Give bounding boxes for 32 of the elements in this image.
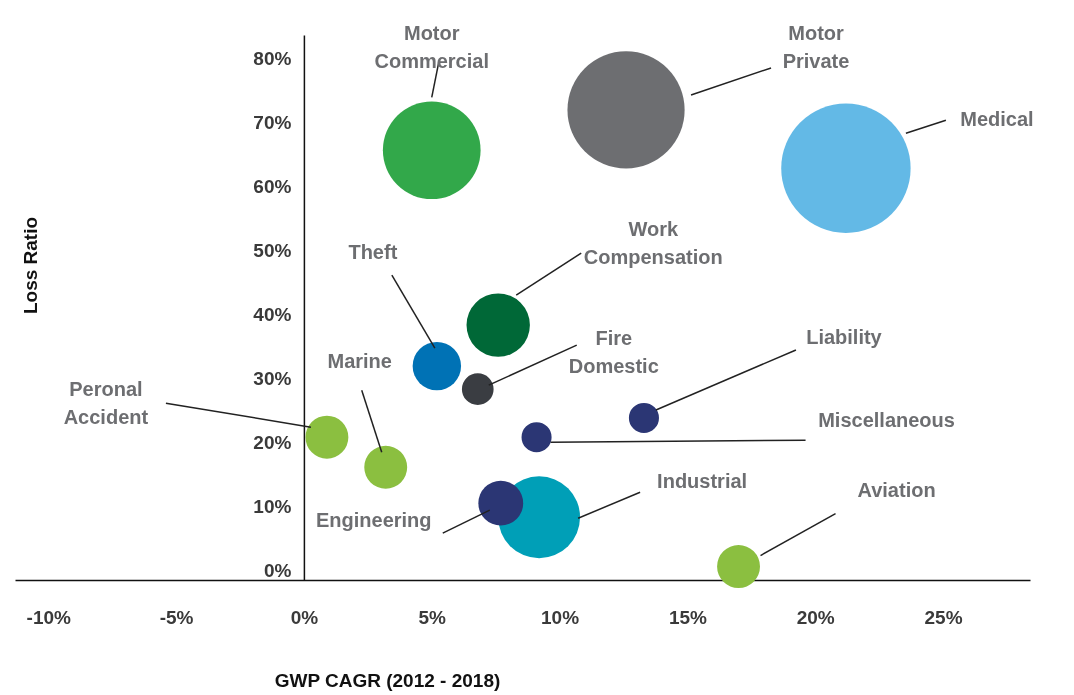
x-tick-label: 15% xyxy=(668,606,708,628)
y-axis-title: Loss Ratio xyxy=(19,216,41,315)
text: Miscellaneous xyxy=(818,409,955,432)
text: Medical xyxy=(960,108,1034,131)
y-tick-label: 30% xyxy=(253,367,292,389)
x-tick-label: 25% xyxy=(924,606,963,628)
text: Work Compensation xyxy=(583,218,723,269)
x-tick-label: 20% xyxy=(796,606,835,628)
y-tick-label: 60% xyxy=(253,175,292,197)
text: Marine xyxy=(327,350,392,373)
x-tick-label: 5% xyxy=(418,606,447,628)
y-tick-label: 20% xyxy=(253,431,292,453)
y-tick-label: 50% xyxy=(253,239,292,261)
y-tick-label: 0% xyxy=(263,559,292,581)
text: Motor Commercial xyxy=(374,22,489,73)
text: Theft xyxy=(348,241,398,264)
text: Fire Domestic xyxy=(568,327,659,378)
x-tick-label: -10% xyxy=(26,606,72,628)
y-tick-label: 40% xyxy=(253,303,292,325)
text: Aviation xyxy=(857,478,936,501)
y-tick-label: 80% xyxy=(253,47,292,69)
text: Motor Private xyxy=(782,21,850,72)
y-tick-label: 70% xyxy=(253,111,292,133)
y-tick-label: 10% xyxy=(253,495,292,517)
text: Peronal Accident xyxy=(63,378,149,429)
x-tick-label: -5% xyxy=(159,606,194,628)
text: Engineering xyxy=(315,509,432,532)
x-axis-title: GWP CAGR (2012 - 2018) xyxy=(274,669,501,691)
text: Industrial xyxy=(657,470,748,493)
x-tick-label: 10% xyxy=(541,606,580,628)
x-tick-label: 0% xyxy=(290,606,319,628)
text: Liability xyxy=(806,325,883,348)
